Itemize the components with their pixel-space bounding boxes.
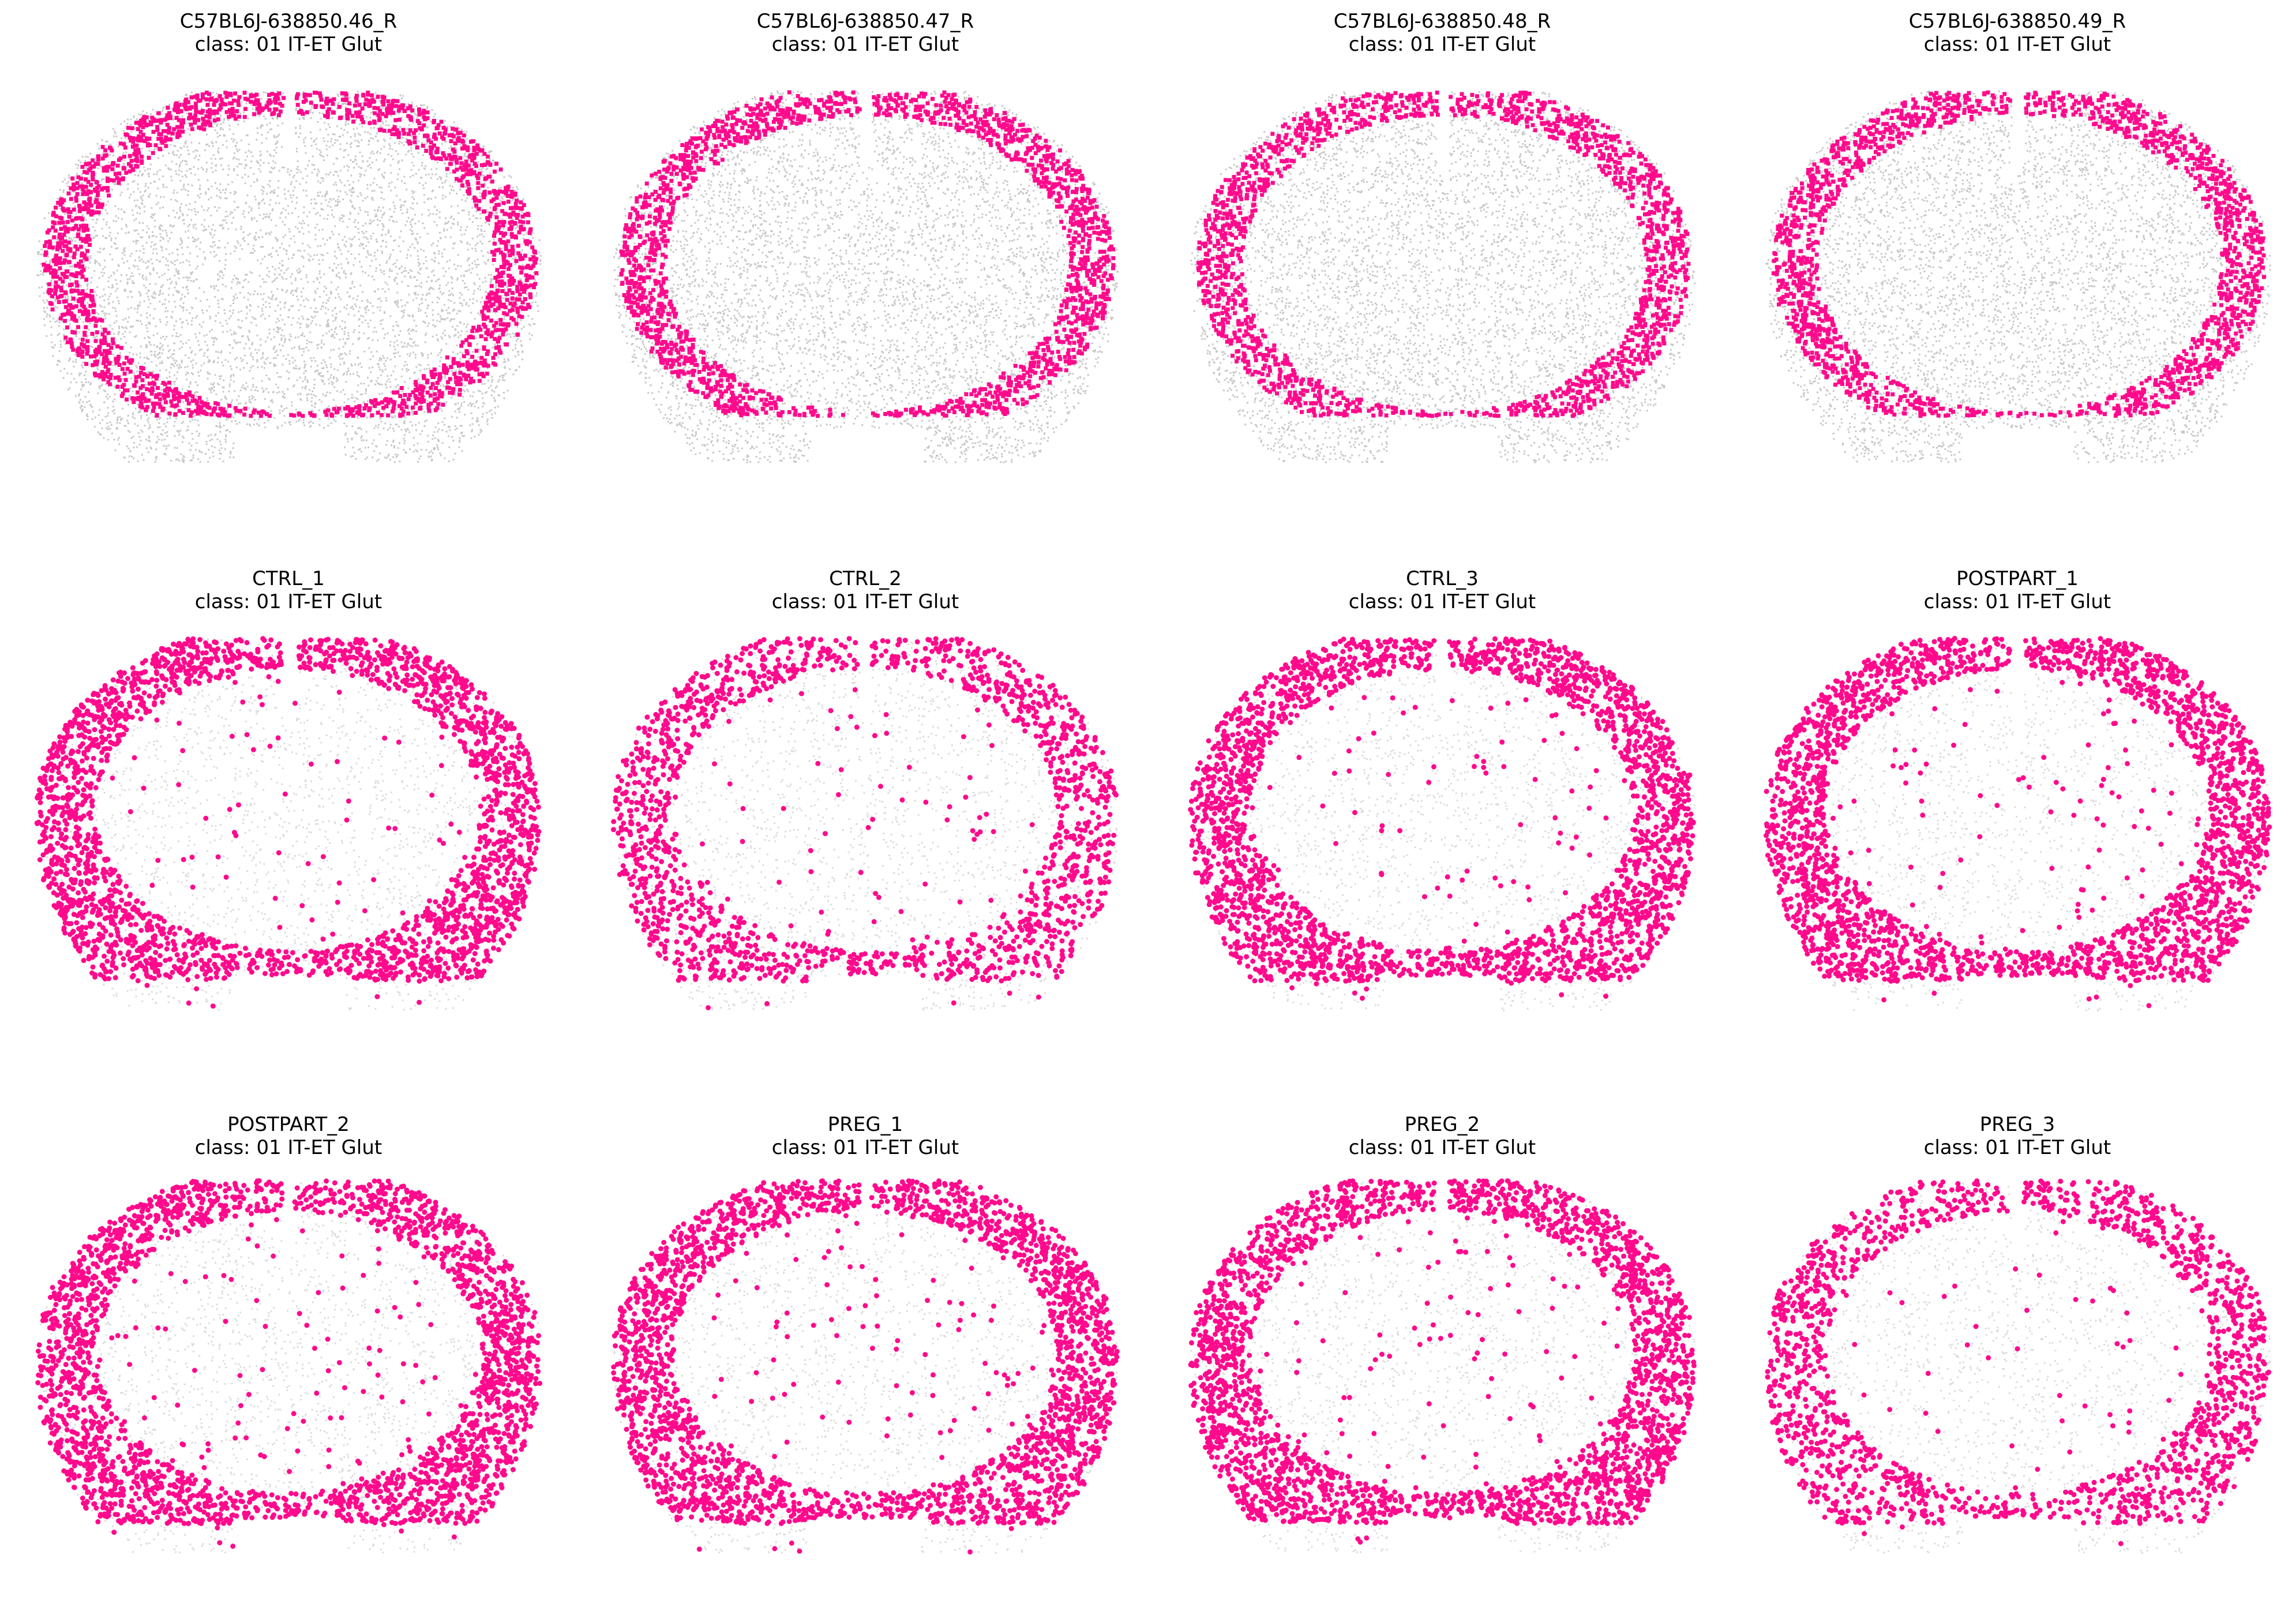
highlighted-cells <box>1188 1178 1697 1545</box>
panel-subtitle: class: 01 IT-ET Glut <box>1924 33 2111 56</box>
panel-subtitle: class: 01 IT-ET Glut <box>1349 1136 1536 1159</box>
highlighted-cells <box>1765 1178 2272 1546</box>
background-cell-cloud <box>616 639 1119 1011</box>
panel-subtitle: class: 01 IT-ET Glut <box>195 590 382 613</box>
highlighted-cell-cloud <box>1188 1178 1697 1545</box>
highlighted-cell-cloud <box>1188 636 1696 1001</box>
panel-title: PREG_1 <box>828 1113 903 1136</box>
background-cells <box>613 1181 1118 1554</box>
highlighted-cell-cloud <box>34 636 542 1009</box>
background-cells <box>616 639 1119 1011</box>
background-cell-cloud <box>37 1181 539 1554</box>
panel-subtitle: class: 01 IT-ET Glut <box>1924 590 2111 613</box>
highlighted-cells <box>1188 636 1696 1001</box>
highlighted-cell-cloud <box>35 1178 543 1549</box>
highlighted-cells <box>619 90 1116 418</box>
background-cell-cloud <box>36 91 542 463</box>
panel-subtitle: class: 01 IT-ET Glut <box>195 1136 382 1159</box>
panel-subtitle: class: 01 IT-ET Glut <box>195 33 382 56</box>
panel-title: PREG_3 <box>1980 1113 2055 1136</box>
background-cells <box>36 91 542 463</box>
panel-title: C57BL6J-638850.47_R <box>757 10 974 33</box>
background-cells <box>613 90 1119 463</box>
panel-title: CTRL_3 <box>1406 567 1479 590</box>
highlighted-cell-cloud <box>1771 90 2266 418</box>
panel-subtitle: class: 01 IT-ET Glut <box>1924 1136 2111 1159</box>
background-cell-cloud <box>1190 1181 1695 1553</box>
background-cells <box>37 1181 539 1554</box>
highlighted-cell-cloud <box>611 1178 1120 1555</box>
panel-title: CTRL_1 <box>252 567 325 590</box>
highlighted-cells <box>34 636 542 1009</box>
highlighted-cells <box>35 1178 543 1549</box>
panel-title: C57BL6J-638850.49_R <box>1909 10 2126 33</box>
panel-subtitle: class: 01 IT-ET Glut <box>772 33 959 56</box>
panel-title: POSTPART_2 <box>227 1113 350 1136</box>
panel-title: C57BL6J-638850.46_R <box>180 10 397 33</box>
highlighted-cell-cloud <box>1765 1178 2272 1546</box>
background-cell-cloud <box>1190 90 1696 463</box>
panel-subtitle: class: 01 IT-ET Glut <box>772 1136 959 1159</box>
panel-title: C57BL6J-638850.48_R <box>1334 10 1551 33</box>
panel-subtitle: class: 01 IT-ET Glut <box>772 590 959 613</box>
background-cell-cloud <box>613 1181 1118 1554</box>
highlighted-cells <box>611 1178 1120 1555</box>
highlighted-cells <box>1771 90 2266 418</box>
highlighted-cell-cloud <box>619 90 1116 418</box>
background-cells <box>1190 1181 1695 1553</box>
panel-title: PREG_2 <box>1405 1113 1480 1136</box>
highlighted-cells <box>1764 636 2272 1009</box>
highlighted-cell-cloud <box>42 91 539 418</box>
highlighted-cells <box>42 91 539 418</box>
panel-title: CTRL_2 <box>829 567 902 590</box>
background-cells <box>1190 90 1696 463</box>
panel-subtitle: class: 01 IT-ET Glut <box>1349 33 1536 56</box>
panel-subtitle: class: 01 IT-ET Glut <box>1349 590 1536 613</box>
background-cell-cloud <box>613 90 1119 463</box>
panel-title: POSTPART_1 <box>1956 567 2079 590</box>
highlighted-cell-cloud <box>1764 636 2272 1009</box>
